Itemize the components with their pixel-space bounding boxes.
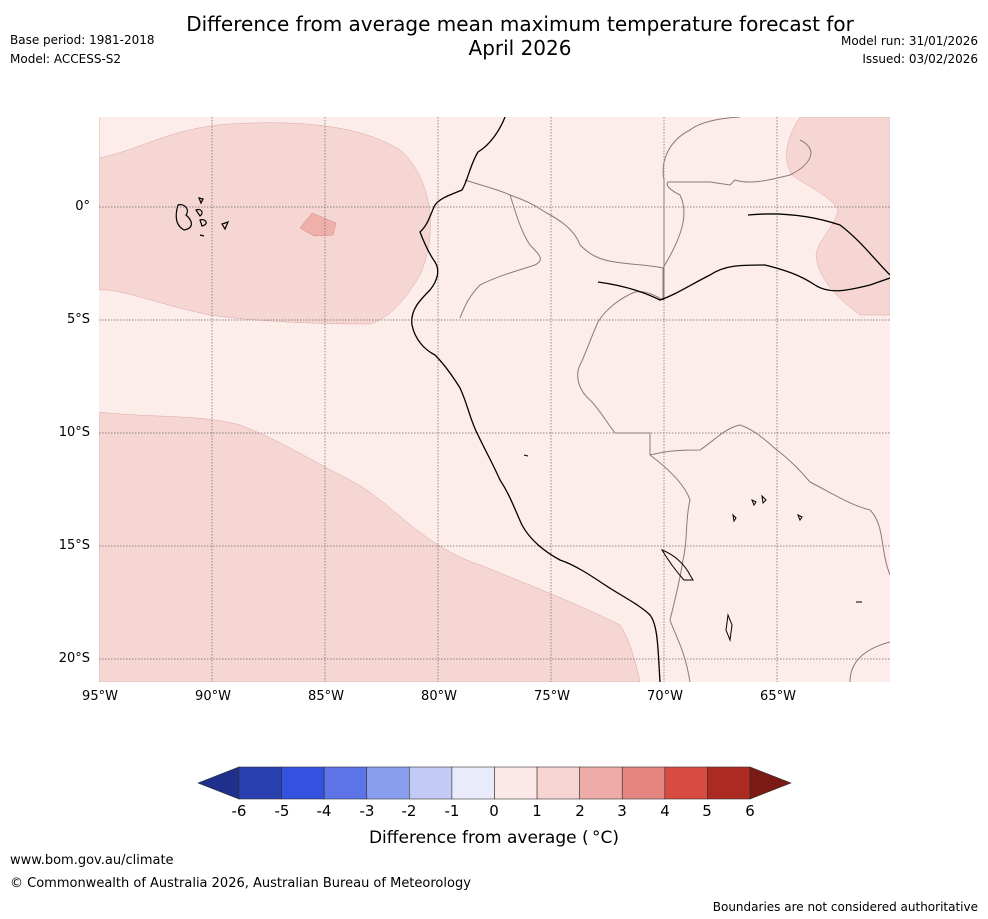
colorbar-tick: 5: [702, 802, 712, 820]
lat-label-15s: 15°S: [58, 538, 90, 553]
lon-label-70w: 70°W: [647, 689, 683, 704]
galapagos-islands: [175, 197, 230, 237]
country-borders: [459, 117, 890, 682]
colorbar-tick: 1: [532, 802, 542, 820]
anomaly-amazon-northeast: [786, 117, 890, 316]
lakes: [523, 454, 862, 642]
colorbar-tick: 0: [489, 802, 499, 820]
lon-label-90w: 90°W: [195, 689, 231, 704]
colorbar-tick: -5: [274, 802, 290, 820]
title-line-2: April 2026: [468, 36, 572, 60]
colorbar-tick: -4: [316, 802, 332, 820]
graticule: [99, 117, 890, 682]
lat-label-5s: 5°S: [66, 312, 90, 327]
model-name: Model: ACCESS-S2: [10, 52, 122, 66]
coastline: [411, 117, 890, 682]
lon-label-95w: 95°W: [82, 689, 118, 704]
colorbar-tick: -1: [444, 802, 460, 820]
colorbar-tick: 6: [745, 802, 755, 820]
footer-copyright: © Commonwealth of Australia 2026, Austra…: [10, 876, 471, 891]
lat-label-20s: 20°S: [58, 651, 90, 666]
issued-date: Issued: 03/02/2026: [862, 52, 978, 66]
lon-label-75w: 75°W: [534, 689, 570, 704]
base-period: Base period: 1981-2018: [10, 33, 155, 47]
colorbar-tick: 3: [617, 802, 627, 820]
colorbar-tick: 4: [660, 802, 670, 820]
colorbar-label: Difference from average ( °C): [368, 828, 620, 848]
lon-label-80w: 80°W: [421, 689, 457, 704]
title-line-1: Difference from average mean maximum tem…: [186, 12, 854, 36]
anomaly-ocean-northwest: [99, 117, 431, 325]
colorbar-tick: 2: [575, 802, 585, 820]
model-run: Model run: 31/01/2026: [840, 34, 978, 48]
lat-label-10s: 10°S: [58, 425, 90, 440]
footer-disclaimer: Boundaries are not considered authoritat…: [712, 900, 978, 914]
footer-url[interactable]: www.bom.gov.au/climate: [10, 853, 174, 868]
anomaly-ocean-southwest: [99, 411, 641, 682]
lon-label-65w: 65°W: [760, 689, 796, 704]
lon-label-85w: 85°W: [308, 689, 344, 704]
anomaly-patch-2-3: [299, 212, 337, 237]
colorbar-tick: -2: [401, 802, 417, 820]
lat-label-0: 0°: [75, 199, 90, 214]
colorbar-tick: -3: [359, 802, 375, 820]
map-title: Difference from average mean maximum tem…: [0, 12, 988, 60]
colorbar-tick: -6: [231, 802, 247, 820]
